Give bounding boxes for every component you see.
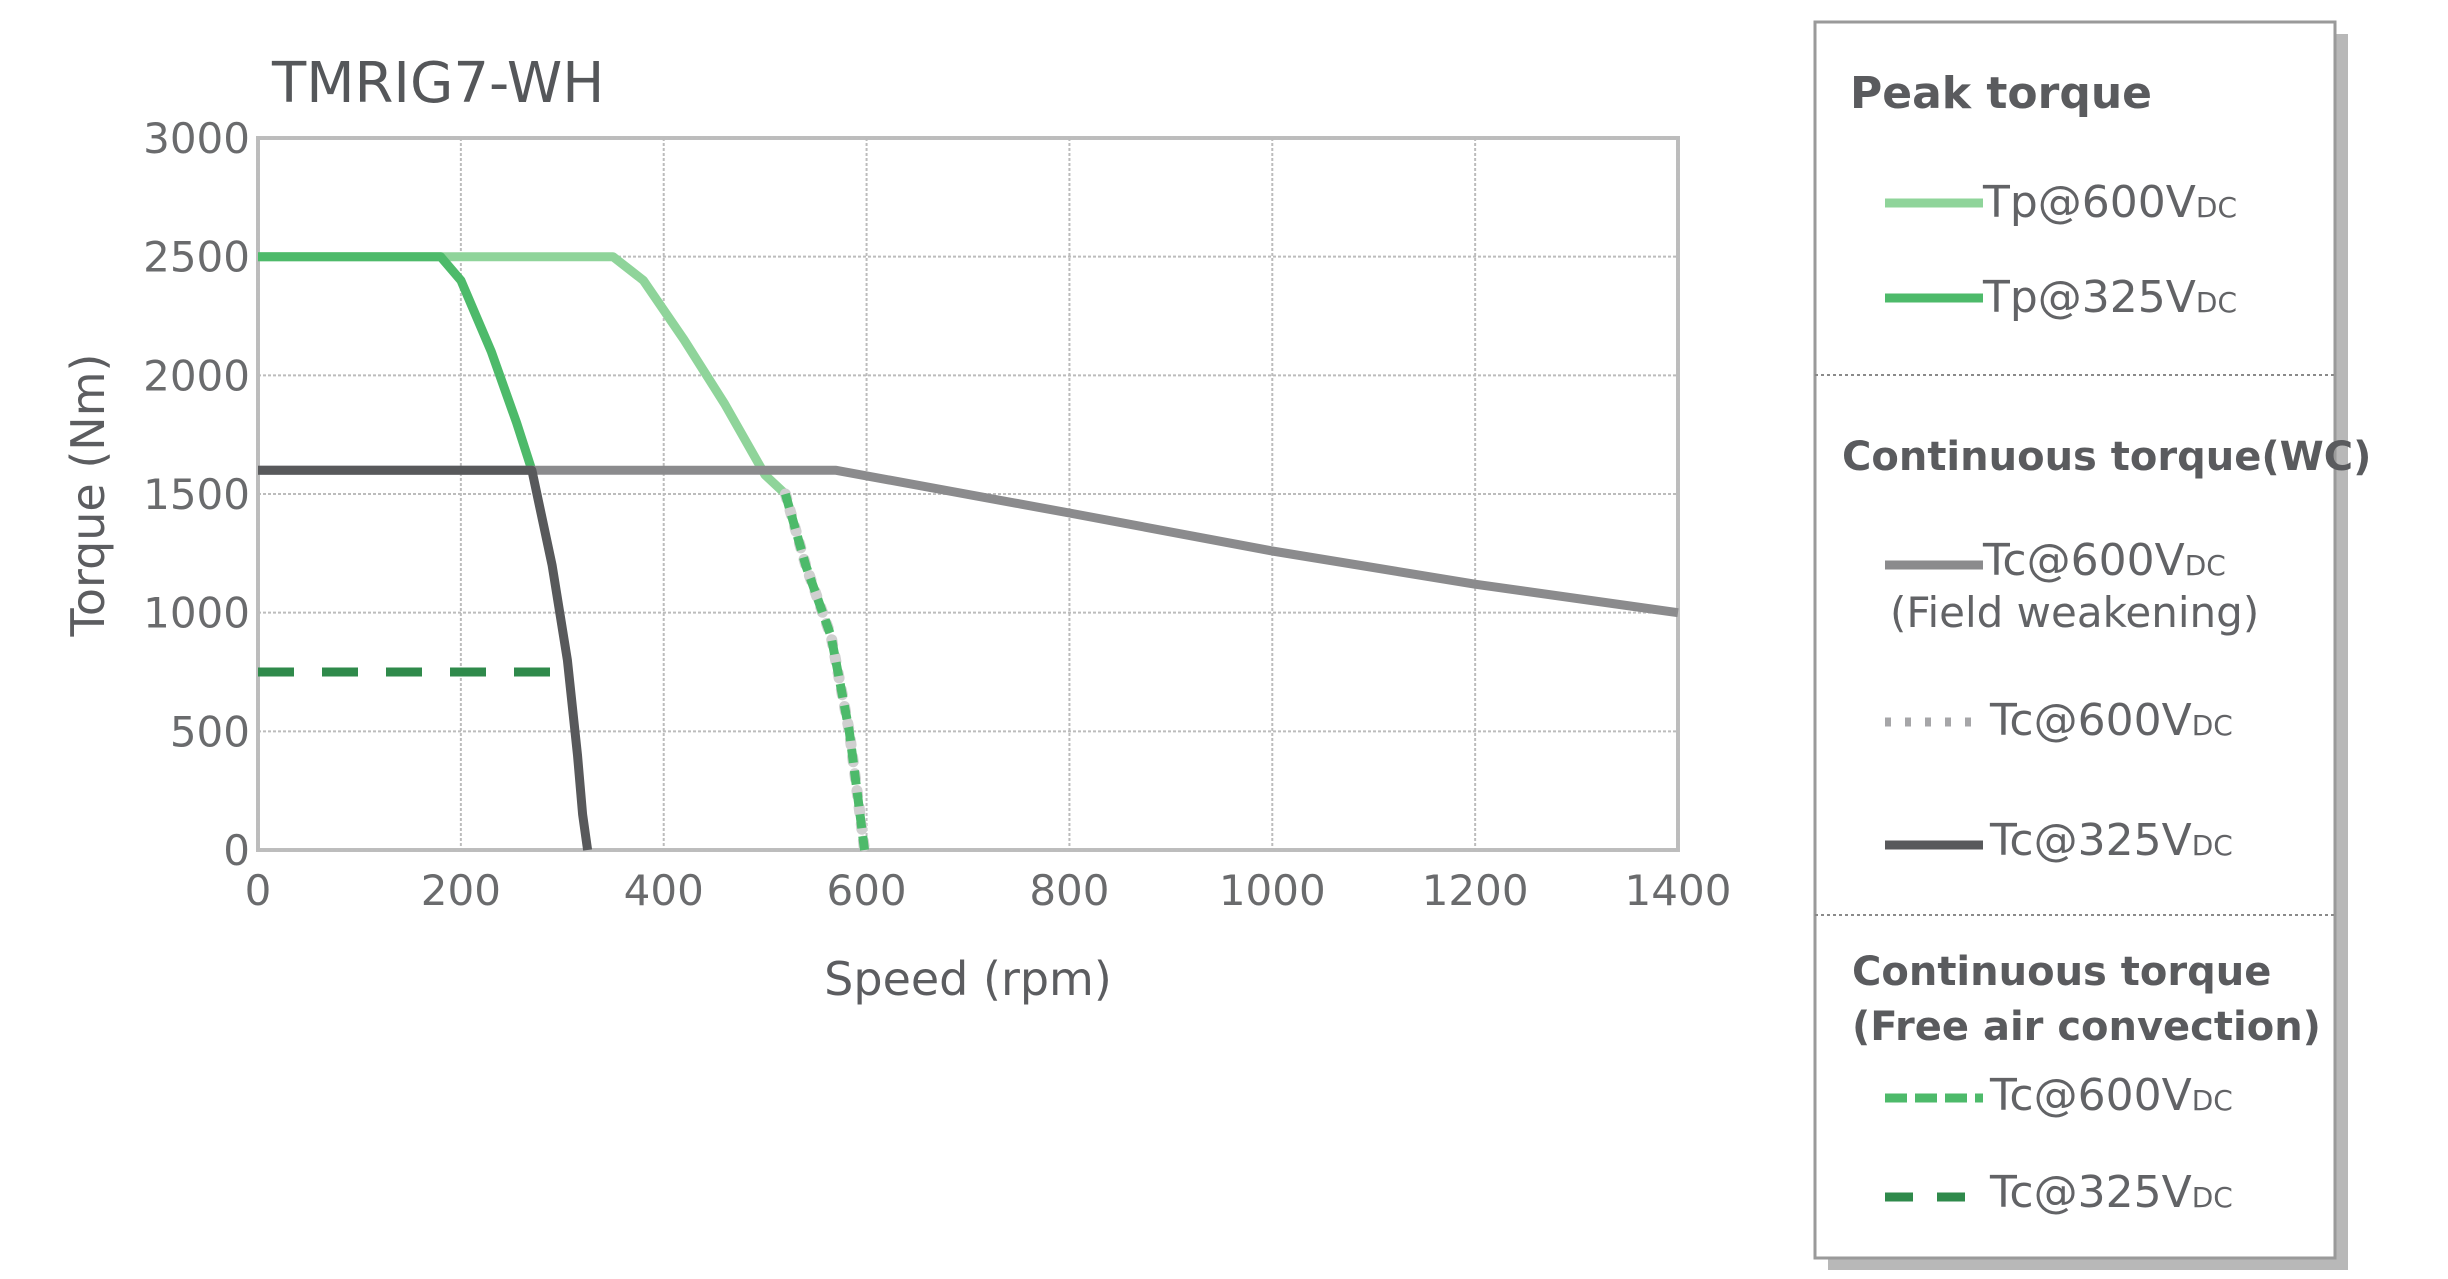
x-tick-label: 600: [826, 866, 906, 915]
legend-label-tc600-dotted: Tc@600VDC: [1989, 695, 2233, 746]
grid-lines: [257, 137, 1679, 851]
legend-wc-title: Continuous torque(WC): [1842, 434, 2371, 480]
legend-fac-title-line1: Continuous torque: [1852, 949, 2271, 995]
x-tick-label: 1200: [1422, 866, 1529, 915]
y-axis-ticks: 0 500 1000 1500 2000 2500 3000: [143, 114, 250, 875]
x-tick-label: 200: [421, 866, 501, 915]
series-line-0: [258, 252, 789, 498]
legend-label-tc600-fw: Tc@600VDC: [1982, 535, 2226, 586]
x-tick-label: 800: [1029, 866, 1109, 915]
y-tick-label: 3000: [143, 114, 250, 163]
y-tick-label: 1000: [143, 589, 250, 638]
legend: Peak torque Tp@600VDC Tp@325VDC Continuo…: [1813, 20, 2371, 1270]
legend-fac-title-line2: (Free air convection): [1852, 1004, 2321, 1050]
x-tick-label: 1000: [1219, 866, 1326, 915]
y-tick-label: 1500: [143, 470, 250, 519]
legend-label-fac-tc600: Tc@600VDC: [1989, 1070, 2233, 1121]
chart-title: TMRIG7-WH: [271, 51, 604, 116]
y-axis-label: Torque (Nm): [61, 354, 115, 638]
x-tick-label: 0: [245, 866, 272, 915]
series-line-3: [779, 488, 870, 856]
legend-note-field-weakening: (Field weakening): [1890, 588, 2259, 637]
series-layer: [258, 252, 1679, 856]
legend-label-fac-tc325: Tc@325VDC: [1989, 1167, 2233, 1218]
series-line-1: [258, 252, 537, 472]
x-tick-label: 1400: [1625, 866, 1732, 915]
y-tick-label: 500: [170, 707, 250, 756]
legend-peak-title: Peak torque: [1850, 68, 2152, 119]
x-tick-label: 400: [624, 866, 704, 915]
legend-label-tc325: Tc@325VDC: [1989, 815, 2233, 866]
x-axis-ticks: 0 200 400 600 800 1000 1200 1400: [245, 866, 1732, 915]
y-tick-label: 2000: [143, 351, 250, 400]
legend-label-tp325: Tp@325VDC: [1982, 272, 2237, 323]
y-tick-label: 2500: [143, 233, 250, 282]
series-line-4: [258, 465, 593, 851]
series-line-2: [258, 465, 1679, 618]
x-axis-label: Speed (rpm): [824, 952, 1112, 1006]
legend-box: [1813, 20, 2337, 1260]
legend-label-tp600: Tp@600VDC: [1982, 177, 2237, 228]
y-tick-label: 0: [223, 826, 250, 875]
